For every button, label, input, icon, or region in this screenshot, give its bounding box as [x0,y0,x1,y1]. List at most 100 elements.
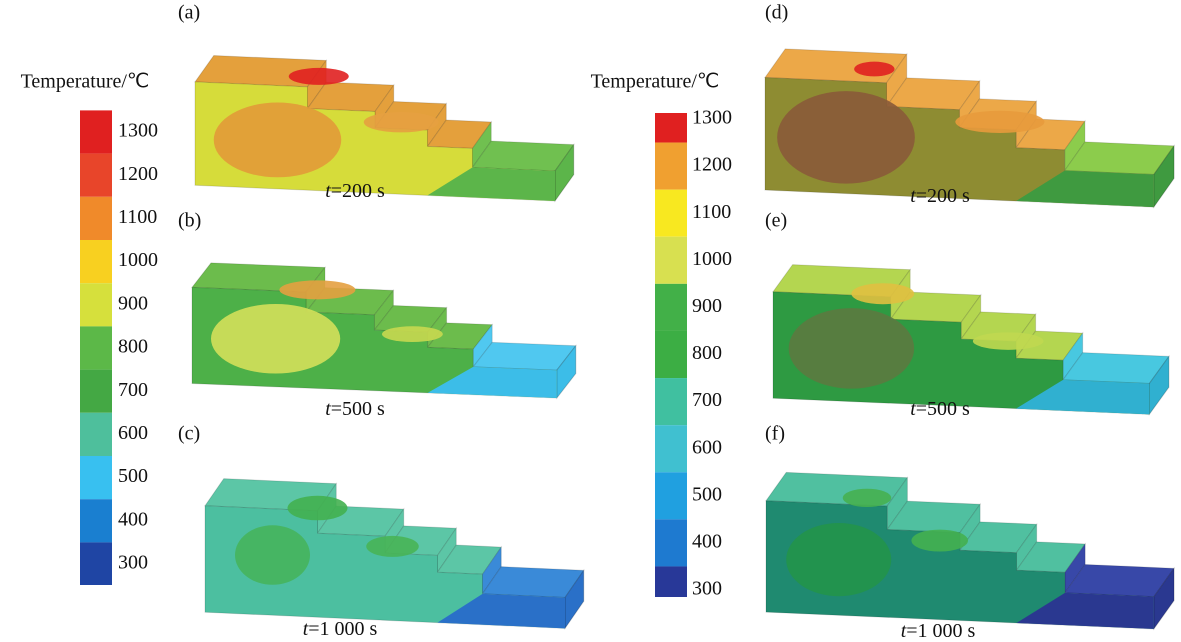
caption-text: =1 000 s [906,620,975,642]
model-slab-front [1016,592,1154,629]
colorbar-tick-label: 300 [118,552,148,574]
colorbar-band [80,110,112,154]
colorbar-band [80,499,112,543]
colorbar-tick-label: 800 [692,342,722,364]
temperature-zone [287,495,348,521]
colorbar-band [655,113,687,143]
colorbar-tick-label: 1200 [692,154,732,176]
colorbar-band [655,330,687,379]
colorbar-tick-label: 1100 [118,206,157,228]
temperature-zone [288,67,349,85]
colorbar-band [655,425,687,473]
temperature-zone [851,283,915,305]
colorbar-band [80,456,112,500]
colorbar-band [655,189,687,237]
caption-variable: t [901,620,907,642]
temperature-zone [366,535,419,557]
thermal-model [194,55,575,203]
model-slab-front [1016,170,1154,208]
colorbar-band [655,236,687,284]
temperature-zone [788,308,915,389]
thermal-model [772,264,1170,416]
temperature-zone [854,61,895,77]
colorbar-tick-label: 1100 [692,201,731,223]
temperature-zone [777,91,915,184]
colorbar-tick-label: 900 [118,292,148,314]
colorbar-title: Temperature/℃ [21,71,150,93]
panel-caption: t=1 000 s [901,620,976,642]
panel-caption: t=1 000 s [303,618,378,640]
panel-label: (f) [765,423,785,445]
model-slab-front [427,366,557,399]
colorbar-tick-label: 500 [118,465,148,487]
colorbar-band [80,283,112,327]
caption-text: =200 s [916,185,970,207]
colorbar-band [80,369,112,413]
model-slab-front [437,593,565,629]
temperature-zone [211,304,341,374]
colorbar-tick-label: 1300 [118,120,158,142]
temperature-zone [786,523,892,597]
colorbar-band [655,283,687,331]
colorbar-title: Temperature/℃ [591,71,720,93]
caption-text: =200 s [331,180,385,202]
panel-caption: t=500 s [325,398,385,420]
colorbar-tick-label: 600 [118,422,148,444]
colorbar-band [655,519,687,567]
colorbar-band [80,196,112,240]
colorbar-band [80,326,112,370]
temperature-zone [213,102,342,178]
model-slab-front [427,167,555,201]
temperature-zone [382,326,443,343]
temperature-zone [955,110,1045,134]
caption-variable: t [303,618,309,640]
panel-label: (d) [765,2,788,24]
temperature-zone [842,488,892,508]
colorbar-tick-label: 500 [692,483,722,505]
colorbar-tick-label: 800 [118,336,148,358]
colorbar-band [80,542,112,585]
panel-caption: t=200 s [910,185,970,207]
panel-caption: t=500 s [910,398,970,420]
colorbar-tick-label: 1300 [692,107,732,129]
colorbar-band [655,566,687,597]
panel-label: (a) [178,2,200,24]
caption-text: =500 s [331,398,385,420]
colorbar-tick-label: 400 [118,508,148,530]
panel-label: (b) [178,210,201,232]
thermal-model [765,471,1175,631]
thermal-model [191,262,577,400]
caption-variable: t [910,185,916,207]
colorbar-tick-label: 1200 [118,163,158,185]
colorbar-band [655,142,687,190]
caption-variable: t [325,398,331,420]
colorbar-band [80,153,112,197]
colorbar-tick-label: 700 [692,389,722,411]
colorbar-band [80,412,112,456]
thermal-model [764,48,1175,209]
panel-caption: t=200 s [325,180,385,202]
colorbar-band [655,472,687,520]
colorbar-tick-label: 1000 [118,249,158,271]
caption-text: =500 s [916,398,970,420]
thermal-model [204,478,585,630]
colorbar-tick-label: 600 [692,436,722,458]
panel-label: (e) [765,210,787,232]
colorbar-tick-label: 700 [118,379,148,401]
temperature-zone [363,111,439,133]
temperature-zone [911,529,968,552]
colorbar-band [80,240,112,284]
colorbar-tick-label: 1000 [692,248,732,270]
colorbar-tick-label: 900 [692,295,722,317]
colorbar-tick-label: 300 [692,578,722,600]
panel-label: (c) [178,423,200,445]
temperature-zone [972,332,1044,350]
temperature-zone [279,280,356,300]
caption-text: =1 000 s [308,618,377,640]
temperature-zone [235,525,310,585]
caption-variable: t [910,398,916,420]
colorbar-band [655,378,687,426]
colorbar-tick-label: 400 [692,530,722,552]
model-slab-front [1016,379,1150,415]
